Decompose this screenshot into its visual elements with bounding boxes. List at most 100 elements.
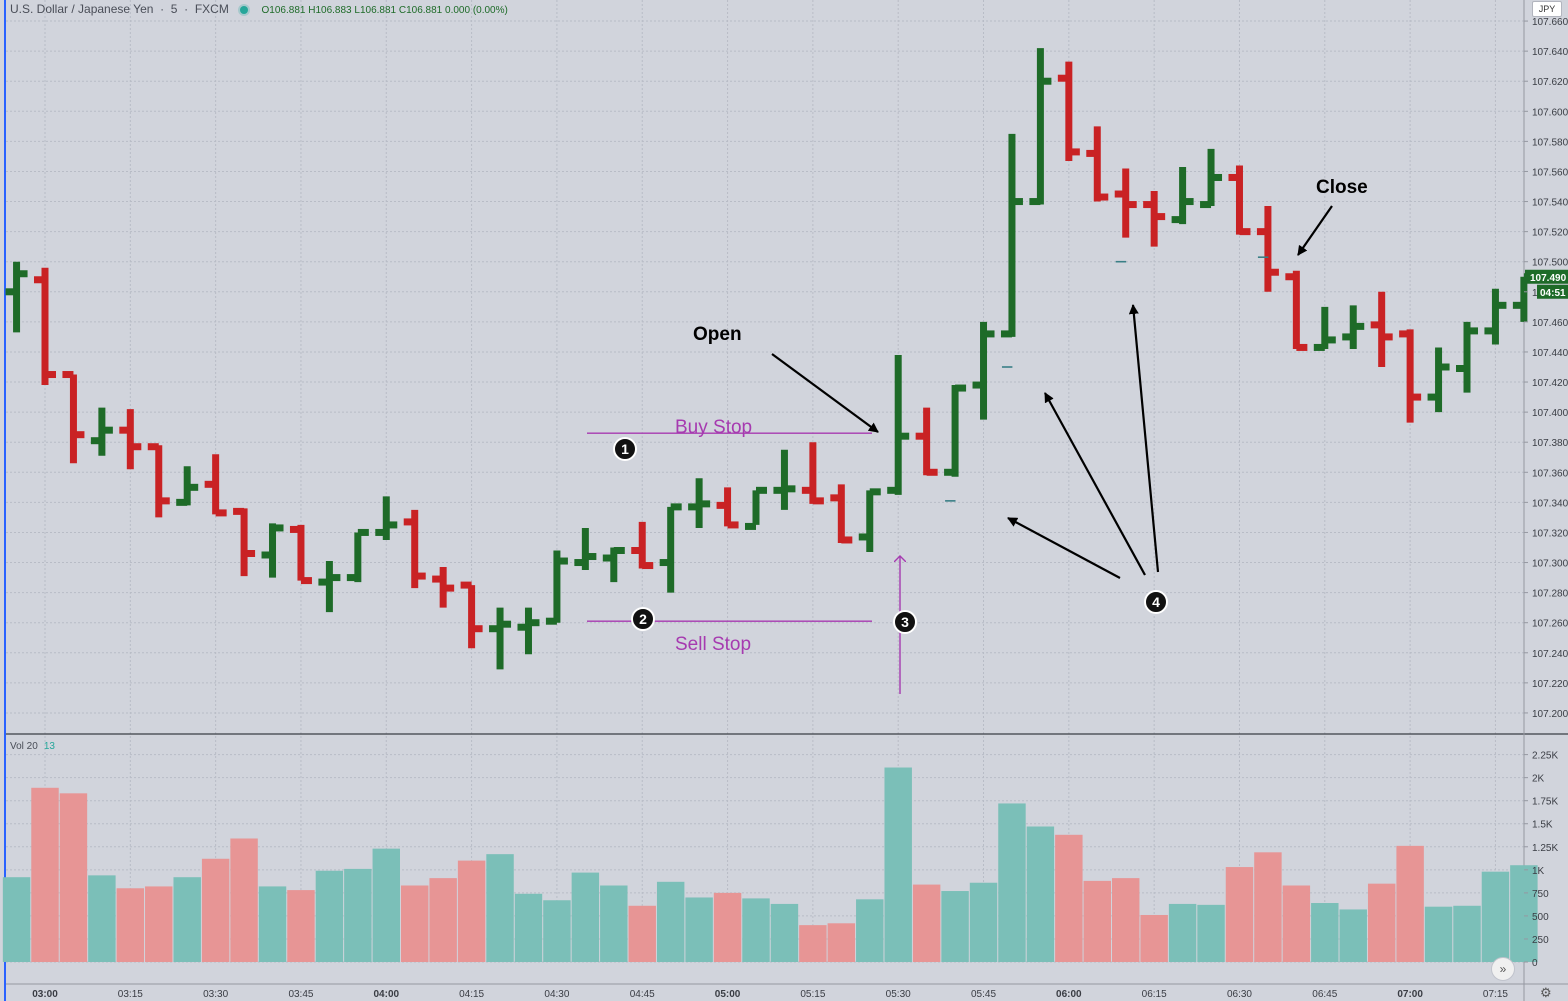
- volume-bar: [685, 897, 713, 962]
- ohlc-bar: [432, 567, 455, 608]
- ohlc-bar: [545, 550, 568, 625]
- time-tick-label: 04:15: [459, 989, 484, 1000]
- price-tick-label: 107.280: [1532, 589, 1568, 600]
- volume-tick-label: 1.25K: [1532, 843, 1558, 854]
- marker4-arrow-c: [1128, 304, 1160, 573]
- ohlc-bar: [5, 261, 28, 333]
- price-tick-label: 107.500: [1532, 258, 1568, 269]
- marker-circle: [613, 437, 637, 461]
- marker-circle: [1144, 590, 1168, 614]
- volume-bar: [1083, 880, 1111, 962]
- volume-bar: [486, 854, 514, 962]
- symbol-exchange: FXCM: [194, 2, 229, 16]
- volume-bar: [600, 885, 628, 962]
- marker-number: 2: [639, 611, 647, 627]
- time-tick-label: 05:15: [800, 989, 825, 1000]
- volume-bar: [1510, 865, 1538, 962]
- volume-bar: [1140, 914, 1168, 962]
- last-price-label: 107.490: [1530, 273, 1567, 284]
- ohlc-bar: [574, 527, 597, 571]
- volume-bar: [230, 838, 258, 962]
- price-tick-label: 107.300: [1532, 559, 1568, 570]
- ohlc-bar: [1171, 166, 1194, 225]
- ohlc-bar: [745, 486, 767, 530]
- ohlc-bar: [1313, 306, 1336, 351]
- ohlc-bar: [773, 449, 796, 510]
- gear-icon[interactable]: ⚙: [1540, 985, 1552, 1000]
- ohlc-bar: [830, 484, 853, 544]
- ohlc-bar: [1342, 305, 1365, 349]
- volume-bar: [827, 923, 856, 962]
- time-tick-label: 06:00: [1056, 989, 1082, 1000]
- volume-bar: [201, 858, 230, 962]
- last-price-tag: 107.490 04:51: [1525, 269, 1568, 299]
- ohlc-bar: [34, 267, 56, 386]
- label-sell-stop: Sell Stop: [675, 634, 751, 655]
- ohlc-values: O106.881 H106.883 L106.881 C106.881 0.00…: [261, 5, 508, 16]
- volume-bar: [713, 892, 742, 962]
- price-tick-label: 107.400: [1532, 408, 1568, 419]
- market-status-icon: [240, 5, 249, 14]
- ohlc-bar: [1427, 347, 1450, 413]
- marker-circle: [893, 610, 917, 634]
- ohlc-bar: [915, 407, 938, 476]
- volume-bar: [770, 903, 799, 962]
- marker-2: 2: [631, 607, 655, 631]
- open-arrow: [771, 353, 879, 433]
- label-open: Open: [693, 324, 742, 345]
- volume-bar: [856, 899, 884, 962]
- volume-tick-label: 2.25K: [1532, 751, 1558, 762]
- price-tick-label: 107.460: [1532, 318, 1568, 329]
- marker-4: 4: [1144, 590, 1168, 614]
- time-tick-label: 05:45: [971, 989, 996, 1000]
- volume-bar: [31, 787, 59, 962]
- price-tick-label: 107.420: [1532, 378, 1568, 389]
- volume-bar: [514, 893, 543, 962]
- currency-badge[interactable]: JPY: [1532, 1, 1562, 17]
- marker-number: 1: [621, 441, 629, 457]
- marker4-arrow-a: [1007, 517, 1121, 579]
- volume-bar: [1311, 903, 1339, 962]
- ohlc-bar: [517, 607, 540, 655]
- volume-bar: [1396, 845, 1424, 962]
- ohlc-bar: [1285, 270, 1308, 351]
- volume-bar: [258, 886, 287, 962]
- ohlc-bar: [887, 354, 910, 495]
- volume-tick-label: 250: [1532, 935, 1549, 946]
- ohlc-bar: [602, 547, 625, 583]
- time-tick-label: 03:15: [118, 989, 143, 1000]
- chevron-double-right-icon[interactable]: »: [1491, 957, 1515, 981]
- symbol-legend: U.S. Dollar / Japanese Yen · 5 · FXCM O1…: [10, 2, 508, 16]
- ohlc-bar: [1200, 148, 1223, 209]
- volume-legend-name: Vol 20: [10, 741, 38, 752]
- price-tick-label: 107.580: [1532, 137, 1568, 148]
- volume-bar: [287, 890, 315, 962]
- symbol-interval: 5: [170, 2, 178, 16]
- ohlc-bar: [688, 478, 711, 528]
- price-tick-label: 107.220: [1532, 679, 1568, 690]
- price-tick-label: 107.620: [1532, 77, 1568, 88]
- ohlc-bar: [460, 581, 483, 649]
- volume-bar: [656, 881, 685, 962]
- volume-bar: [1197, 904, 1225, 962]
- volume-bar: [88, 875, 116, 962]
- volume-tick-label: 500: [1532, 912, 1549, 923]
- volume-bar: [2, 877, 31, 962]
- ohlc-bar: [1256, 206, 1279, 292]
- price-tick-label: 107.320: [1532, 528, 1568, 539]
- ohlc-bar: [1029, 48, 1052, 206]
- marker-circle: [631, 607, 655, 631]
- ohlc-bar: [631, 521, 654, 570]
- ohlc-bar: [261, 523, 284, 578]
- volume-bar: [429, 878, 457, 962]
- volume-bar: [315, 870, 344, 962]
- marker-number: 3: [901, 614, 909, 630]
- ohlc-bar: [801, 442, 824, 505]
- volume-bar: [1367, 883, 1396, 962]
- ohlc-bar: [1114, 168, 1137, 238]
- volume-bar: [1339, 909, 1367, 962]
- volume-bar: [1225, 867, 1254, 962]
- volume-bar: [116, 888, 145, 962]
- ohlc-bar: [318, 561, 341, 613]
